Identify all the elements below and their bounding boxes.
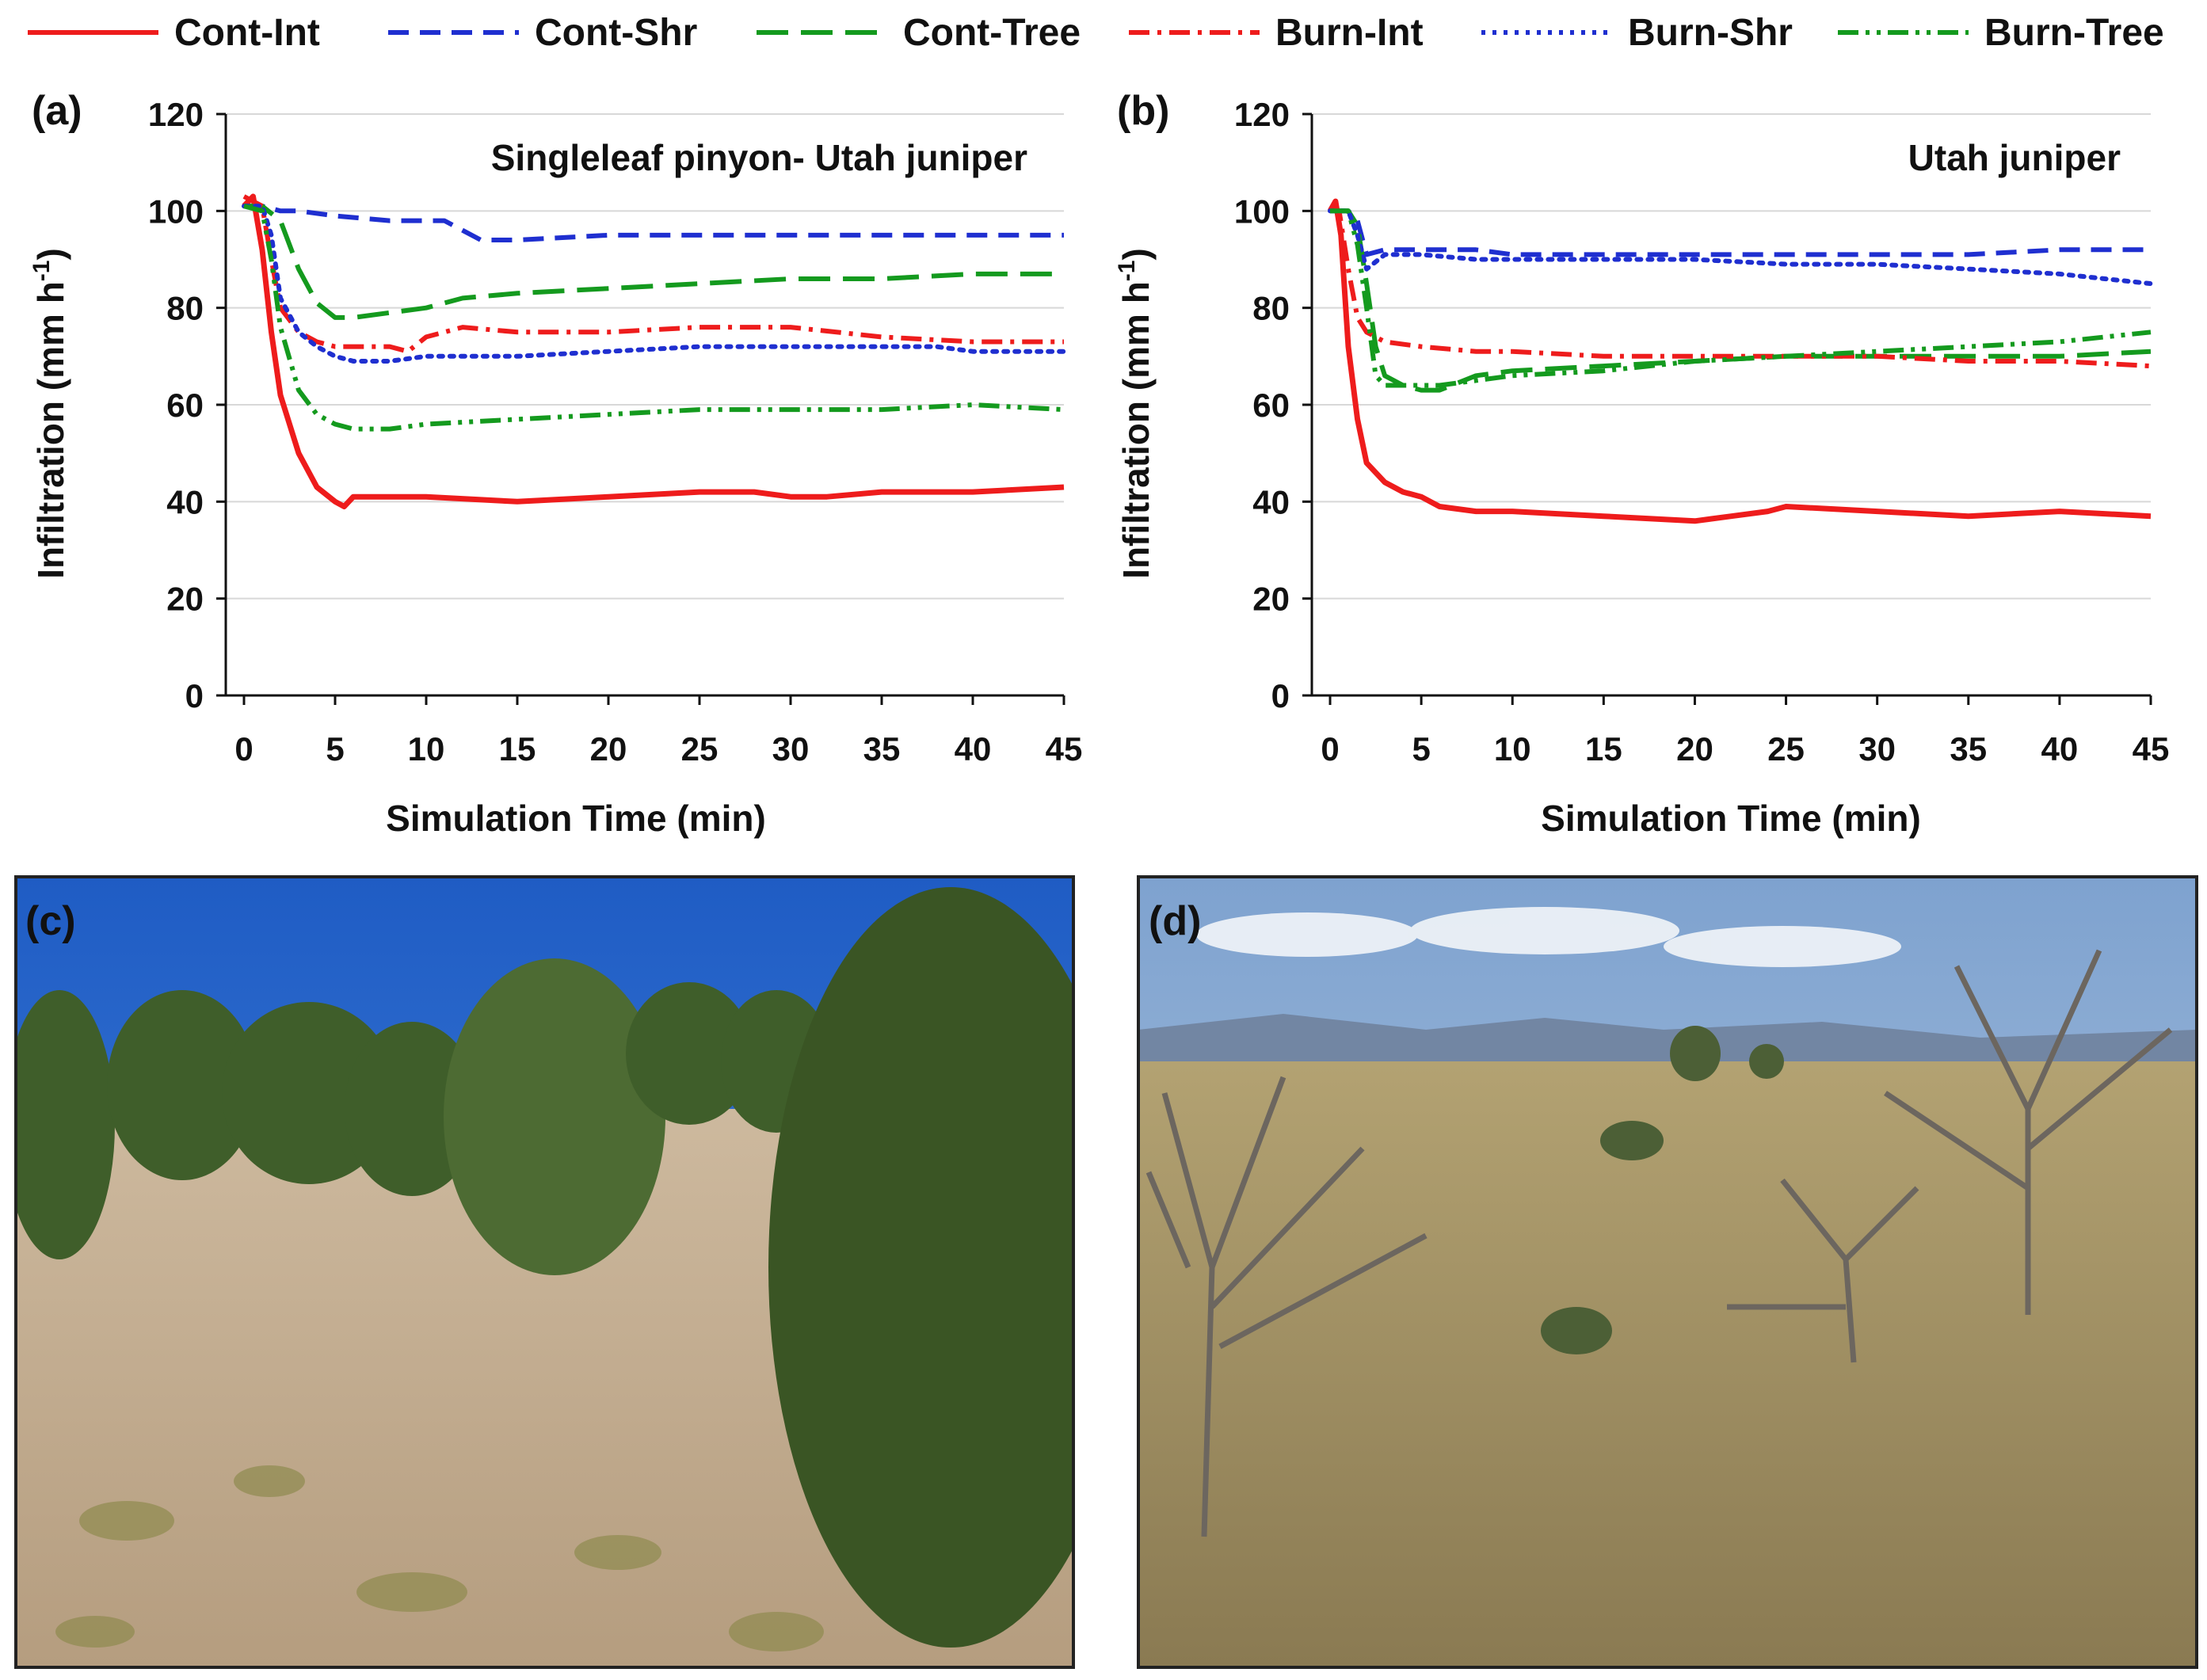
panel-a-xlabel: Simulation Time (min) <box>386 798 766 839</box>
panel-b-ylabel: Infiltration (mm h-1) <box>1114 248 1157 579</box>
legend-label-cont-int: Cont-Int <box>174 12 320 54</box>
panel-a-xtick-25: 25 <box>681 730 719 768</box>
panel-a-ytick-120: 120 <box>148 96 204 133</box>
legend: Cont-Int Cont-Shr Cont-Tree Burn-Int Burn-Sh… <box>28 12 2164 54</box>
legend-label-cont-tree: Cont-Tree <box>903 12 1081 54</box>
panel-a-xtick-20: 20 <box>590 730 627 768</box>
panel-a-xtick-10: 10 <box>408 730 445 768</box>
panel-a-xtick-0: 0 <box>234 730 253 768</box>
photo-d: (d) <box>1137 875 2198 1669</box>
photo-d-clouds <box>1196 907 1901 967</box>
panel-a-xtick-5: 5 <box>326 730 344 768</box>
panel-a-series-burn-shr <box>242 204 1066 364</box>
panel-b-ytick-40: 40 <box>1252 483 1290 520</box>
panel-a-plot: 0 20 40 60 80 100 120 0 5 10 15 20 25 30 35 40 45 <box>148 96 1082 768</box>
panel-b-xtick-40: 40 <box>2041 730 2079 768</box>
panel-b-plot: 0 20 40 60 80 100 120 0 5 10 15 20 25 30 35 40 45 <box>1234 96 2169 768</box>
panel-a-title: Singleleaf pinyon- Utah juniper <box>491 137 1027 178</box>
photo-c-label: (c) <box>25 898 76 944</box>
photo-d-label: (d) <box>1149 898 1201 944</box>
panel-a-series-burn-int <box>242 194 1064 354</box>
legend-label-burn-shr: Burn-Shr <box>1628 12 1793 54</box>
panel-b-xtick-35: 35 <box>1950 730 1987 768</box>
panel-a-ytick-0: 0 <box>185 677 204 714</box>
panel-b-ylabel-main: Infiltration (mm h <box>1115 281 1157 579</box>
panel-b-ytick-80: 80 <box>1252 290 1290 327</box>
panel-b-xtick-25: 25 <box>1767 730 1805 768</box>
panel-b-ytick-0: 0 <box>1271 677 1290 714</box>
panel-b-xtick-10: 10 <box>1494 730 1531 768</box>
panel-a-series-burn-tree <box>243 204 1065 432</box>
panel-a-ylabel-sup: -1 <box>29 261 55 282</box>
panel-b-series-burn-int <box>1328 204 2152 369</box>
legend-label-burn-int: Burn-Int <box>1275 12 1424 54</box>
panel-b-series-cont-int <box>1327 198 2152 524</box>
panel-a-series-cont-int <box>242 193 1065 509</box>
panel-a-label: (a) <box>32 88 82 134</box>
panel-a-xtick-35: 35 <box>863 730 901 768</box>
panel-b-series-burn-shr <box>1328 208 2153 287</box>
panel-b-series-cont-shr <box>1330 208 2151 257</box>
photo-c-shrubs <box>55 1465 824 1651</box>
photo-c-trees <box>16 887 1073 1648</box>
photo-c-scene <box>16 877 1073 1667</box>
photo-d-dead-trees <box>1145 949 2173 1537</box>
panel-a-ytick-40: 40 <box>166 483 204 520</box>
legend-label-burn-tree: Burn-Tree <box>1984 12 2164 54</box>
panel-b-xtick-5: 5 <box>1412 730 1430 768</box>
panel-b-xtick-15: 15 <box>1585 730 1622 768</box>
panel-a-ylabel-main: Infiltration (mm h <box>30 281 71 579</box>
panel-a-ytick-20: 20 <box>166 581 204 618</box>
panel-b-ylabel-sup: -1 <box>1114 261 1140 282</box>
panel-a-series-cont-tree <box>244 204 1064 320</box>
panel-b-ytick-120: 120 <box>1234 96 1290 133</box>
photo-c: (c) <box>14 875 1075 1669</box>
panel-a-ylabel: Infiltration (mm h-1) <box>29 248 71 579</box>
photo-c-frame <box>14 875 1075 1669</box>
panel-b-ylabel-end: ) <box>1115 248 1157 260</box>
panel-a-ylabel-end: ) <box>30 248 71 260</box>
photo-d-junipers <box>1541 1026 1784 1354</box>
panel-b-title: Utah juniper <box>1908 137 2121 178</box>
photo-d-ground <box>1138 1061 2197 1667</box>
panel-a-ytick-60: 60 <box>166 387 204 424</box>
panel-b-ytick-60: 60 <box>1252 387 1290 424</box>
panel-b-series-burn-tree <box>1330 208 2152 388</box>
photo-d-scene <box>1138 877 2197 1667</box>
panel-a-xtick-30: 30 <box>772 730 810 768</box>
panel-b-xlabel: Simulation Time (min) <box>1541 798 1921 839</box>
panel-a-xtick-40: 40 <box>955 730 992 768</box>
panel-a-xtick-15: 15 <box>499 730 536 768</box>
panel-b-xtick-30: 30 <box>1858 730 1896 768</box>
chart-panel-a: (a) Singleleaf pinyon- Utah juniper 0 20 4… <box>29 88 1082 839</box>
panel-b-ytick-100: 100 <box>1234 192 1290 230</box>
panel-a-series-cont-shr <box>244 204 1064 242</box>
panel-a-ytick-80: 80 <box>166 290 204 327</box>
panel-b-xtick-45: 45 <box>2133 730 2170 768</box>
photo-d-frame <box>1137 875 2198 1669</box>
panel-b-label: (b) <box>1117 88 1169 134</box>
panel-a-xtick-45: 45 <box>1046 730 1083 768</box>
legend-label-cont-shr: Cont-Shr <box>535 12 697 54</box>
panel-b-ytick-20: 20 <box>1252 581 1290 618</box>
panel-b-xtick-0: 0 <box>1321 730 1339 768</box>
panel-b-xtick-20: 20 <box>1676 730 1713 768</box>
panel-a-ytick-100: 100 <box>148 192 204 230</box>
chart-panel-b: (b) Utah juniper 0 20 40 60 80 100 120 0 5 10 15 20… <box>1114 88 2169 839</box>
